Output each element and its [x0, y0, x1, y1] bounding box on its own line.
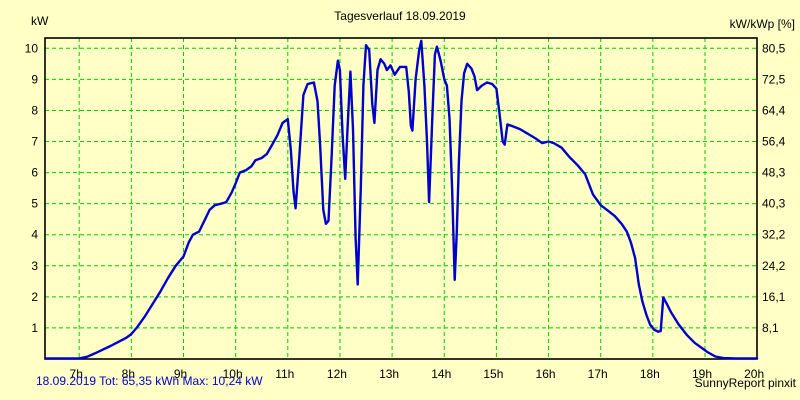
right-tick-label: 48,3	[762, 166, 786, 180]
x-tick-label: 16h	[536, 367, 556, 381]
summary-text: 18.09.2019 Tot: 65,35 kWh Max: 10,24 kW	[36, 374, 263, 388]
left-tick-label: 6	[31, 166, 38, 180]
left-tick-label: 1	[31, 321, 38, 335]
left-tick-label: 3	[31, 259, 38, 273]
x-tick-label: 17h	[588, 367, 608, 381]
power-curve	[44, 39, 759, 360]
right-tick-label: 32,2	[762, 228, 786, 242]
x-tick-label: 12h	[327, 367, 347, 381]
right-tick-label: 72,5	[762, 72, 786, 86]
x-tick-label: 14h	[431, 367, 451, 381]
x-tick-label: 20h	[744, 367, 764, 381]
right-tick-label: 16,1	[762, 290, 786, 304]
x-tick-label: 7h	[70, 367, 83, 381]
plot-border	[44, 37, 758, 360]
right-tick-label: 24,2	[762, 259, 786, 273]
left-tick-label: 5	[31, 197, 38, 211]
x-tick-label: 10h	[223, 367, 243, 381]
left-tick-label: 10	[25, 41, 39, 55]
left-tick-label: 4	[31, 228, 38, 242]
x-tick-label: 8h	[122, 367, 135, 381]
right-tick-label: 8,1	[762, 321, 779, 335]
brand-text: SunnyReport pinxit	[694, 376, 796, 390]
left-tick-label: 9	[31, 72, 38, 86]
left-tick-label: 8	[31, 103, 38, 117]
left-tick-label: 2	[31, 290, 38, 304]
right-tick-label: 80,5	[762, 41, 786, 55]
chart-title: Tagesverlauf 18.09.2019	[334, 9, 466, 23]
right-tick-label: 56,4	[762, 135, 786, 149]
x-tick-label: 11h	[275, 367, 294, 381]
x-tick-label: 18h	[640, 367, 660, 381]
right-axis-title: kW/kWp [%]	[729, 17, 795, 31]
x-tick-label: 15h	[483, 367, 503, 381]
right-tick-label: 64,4	[762, 103, 786, 117]
x-tick-label: 13h	[379, 367, 399, 381]
x-tick-label: 9h	[174, 367, 187, 381]
left-tick-label: 7	[31, 135, 38, 149]
x-tick-label: 19h	[692, 367, 712, 381]
right-tick-label: 40,3	[762, 197, 786, 211]
left-axis-title: kW	[31, 14, 49, 28]
